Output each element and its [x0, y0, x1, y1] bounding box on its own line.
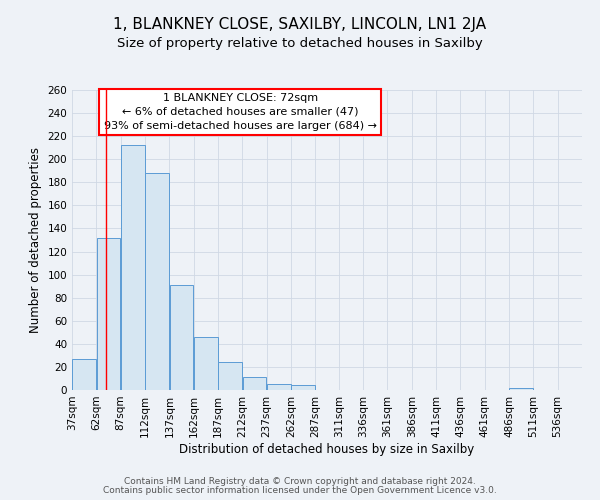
Bar	[218, 362, 242, 390]
Y-axis label: Number of detached properties: Number of detached properties	[29, 147, 42, 333]
Text: 1 BLANKNEY CLOSE: 72sqm
← 6% of detached houses are smaller (47)
93% of semi-det: 1 BLANKNEY CLOSE: 72sqm ← 6% of detached…	[104, 93, 377, 131]
Bar	[121, 146, 145, 390]
Bar	[267, 384, 291, 390]
Bar	[72, 359, 96, 390]
Text: Contains public sector information licensed under the Open Government Licence v3: Contains public sector information licen…	[103, 486, 497, 495]
Bar	[170, 285, 193, 390]
Text: Contains HM Land Registry data © Crown copyright and database right 2024.: Contains HM Land Registry data © Crown c…	[124, 477, 476, 486]
Bar	[291, 386, 315, 390]
Text: 1, BLANKNEY CLOSE, SAXILBY, LINCOLN, LN1 2JA: 1, BLANKNEY CLOSE, SAXILBY, LINCOLN, LN1…	[113, 18, 487, 32]
Text: Size of property relative to detached houses in Saxilby: Size of property relative to detached ho…	[117, 38, 483, 51]
X-axis label: Distribution of detached houses by size in Saxilby: Distribution of detached houses by size …	[179, 442, 475, 456]
Bar	[194, 337, 218, 390]
Bar	[242, 378, 266, 390]
Bar	[509, 388, 533, 390]
Bar	[97, 238, 121, 390]
Bar	[145, 173, 169, 390]
